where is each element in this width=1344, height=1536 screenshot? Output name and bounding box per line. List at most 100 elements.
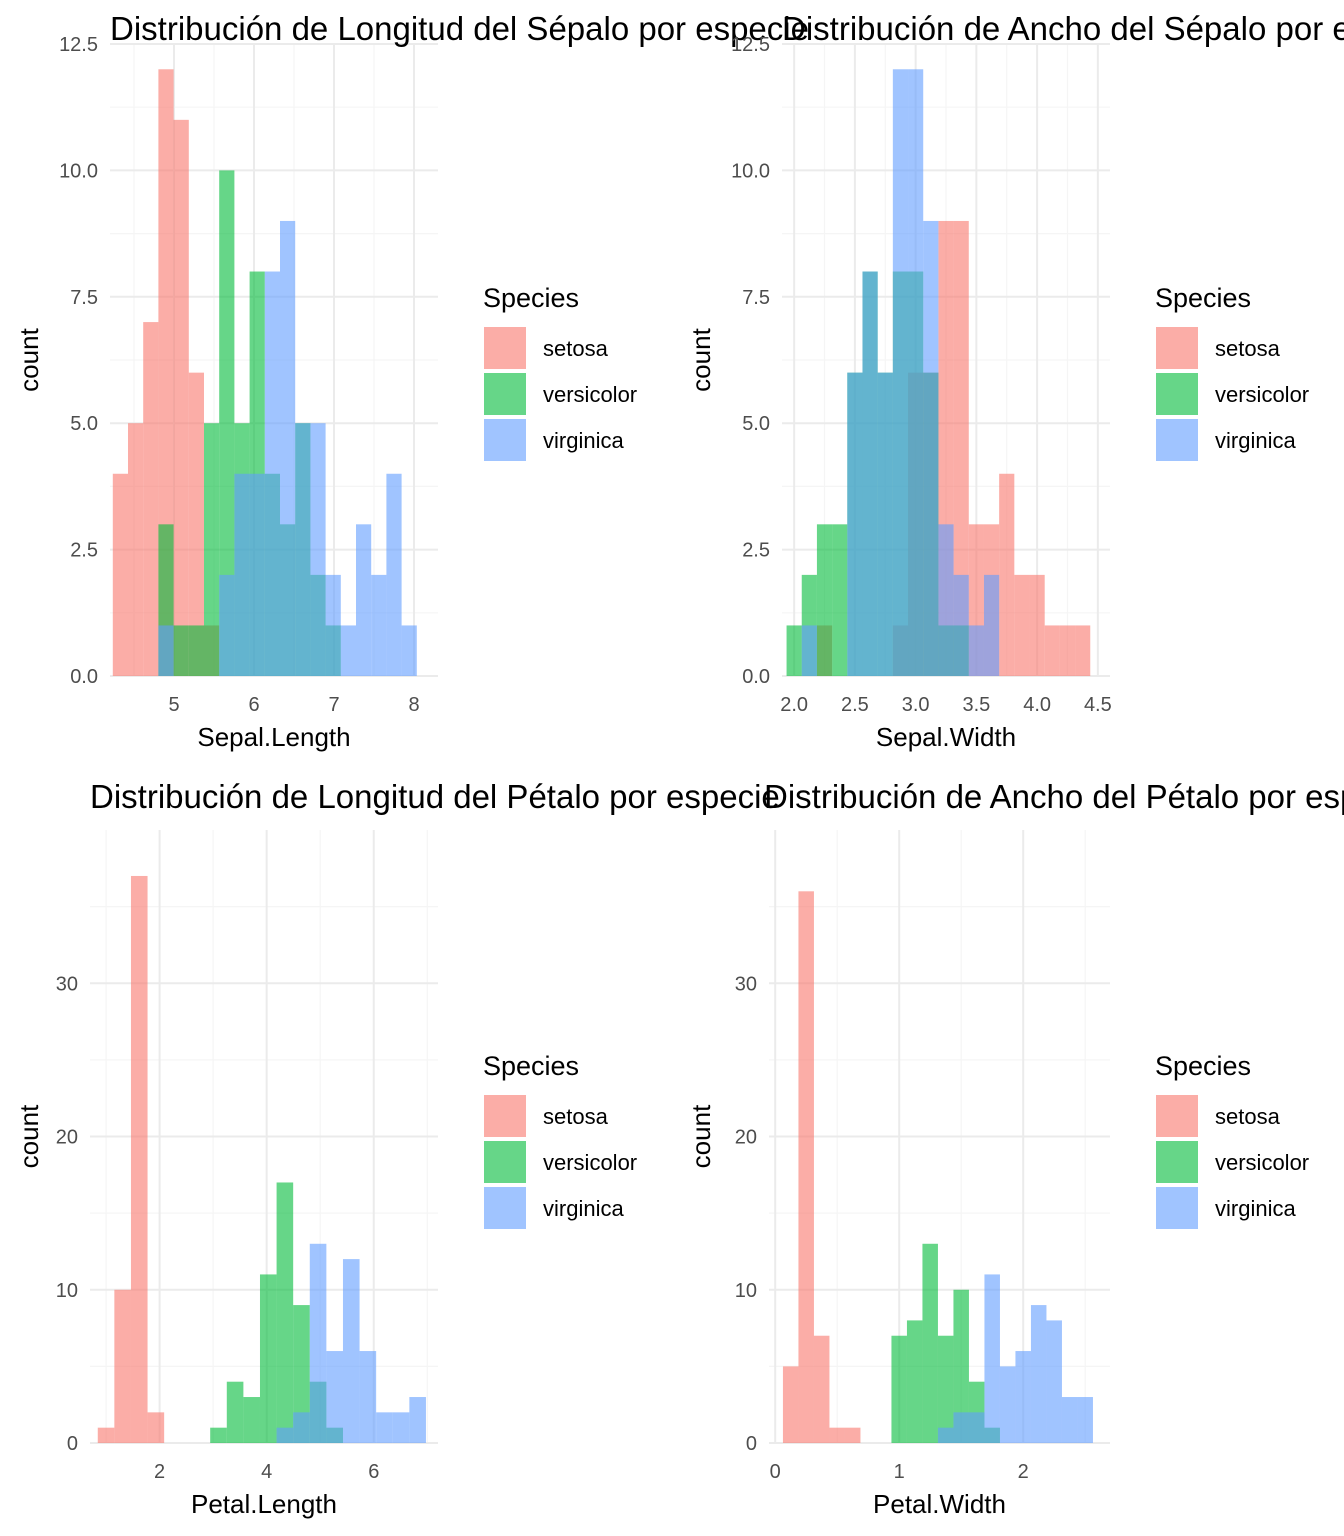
x-tick-label: 3.5 [962,694,990,716]
legend-key-setosa [484,327,526,369]
y-tick-label: 7.5 [70,287,98,309]
histogram-bar-virginica [847,372,863,676]
x-tick-label: 2.5 [841,694,869,716]
histogram-bar-virginica [325,574,341,676]
x-tick-label: 1 [894,1461,905,1483]
x-axis-title: Petal.Width [873,1489,1006,1519]
legend-key-setosa [1156,327,1198,369]
histogram-bar-versicolor [243,1397,260,1443]
histogram-bar-virginica [908,69,924,676]
x-tick-label: 7 [328,694,339,716]
y-tick-label: 0 [67,1433,78,1455]
chart-title: Distribución de Longitud del Sépalo por … [110,10,809,47]
legend-key-virginica [1156,1187,1198,1229]
legend: Species setosa versicolor virginica [1155,1051,1309,1229]
histogram-bar-virginica [953,574,969,676]
x-axis-title: Sepal.Length [197,722,350,752]
series-virginica [801,69,1000,676]
histogram-bar-versicolor [937,1335,954,1443]
histogram-bar-versicolor [219,170,235,676]
histogram-bar-virginica [293,1412,310,1443]
legend-label-setosa: setosa [543,1104,609,1129]
y-tick-label: 30 [56,973,78,995]
histogram-bar-virginica [937,1427,954,1443]
histogram-bar-setosa [130,875,148,1443]
histogram-bar-setosa [128,423,144,676]
histogram-bar-virginica [984,1274,1000,1443]
y-tick-label: 2.5 [742,540,770,562]
histogram-bar-versicolor [891,1335,907,1443]
legend-label-setosa: setosa [1215,336,1281,361]
x-tick-label: 4.0 [1023,694,1051,716]
histogram-panel-1: 5 6 7 8 0.0 2.5 5.0 7.5 10.0 12.5 Sepal.Length coun… [14,10,809,752]
legend-key-setosa [1156,1095,1198,1137]
histogram-bar-versicolor [293,1305,310,1443]
y-tick-label: 20 [56,1127,78,1149]
histogram-bar-versicolor [276,1182,294,1443]
histogram-bar-virginica [938,524,954,676]
legend-key-virginica [484,1187,526,1229]
y-tick-label: 0.0 [742,666,770,688]
chart-title: Distribución de Ancho del Sépalo por esp… [782,10,1344,47]
histogram-bar-virginica [309,1243,327,1443]
legend-label-versicolor: versicolor [1215,382,1309,407]
histogram-bar-virginica [371,574,387,676]
histogram-bar-setosa [97,1427,115,1443]
y-tick-label: 5.0 [742,413,770,435]
legend-title: Species [1155,1051,1251,1081]
histogram-bar-setosa [1075,625,1091,676]
histogram-bar-virginica [392,1412,410,1443]
y-tick-label: 0 [746,1433,757,1455]
series-setosa [112,69,220,677]
histogram-bar-setosa [1014,574,1030,676]
y-tick-label: 12.5 [59,34,98,56]
legend-key-virginica [1156,419,1198,461]
histogram-bar-virginica [234,473,250,676]
series-versicolor [891,1243,1000,1443]
histogram-bar-virginica [386,473,402,676]
histogram-bar-virginica [264,271,280,676]
legend-label-virginica: virginica [1215,1196,1296,1221]
x-tick-label: 2 [1018,1461,1029,1483]
histogram-bar-setosa [1059,625,1076,676]
y-tick-label: 7.5 [742,287,770,309]
histogram-bar-virginica [1015,1351,1031,1443]
x-axis-title: Sepal.Width [876,722,1016,752]
legend-label-versicolor: versicolor [543,382,637,407]
legend-label-versicolor: versicolor [543,1150,637,1175]
histogram-bar-versicolor [906,1320,923,1443]
histogram-panel-4: 0 1 20102030Petal.WidthcountSpeciessetosav… [686,778,1344,1519]
legend-key-virginica [484,419,526,461]
histogram-bar-virginica [249,473,265,676]
legend-label-versicolor: versicolor [1215,1150,1309,1175]
legend: Species setosa versicolor virginica [483,1051,637,1229]
y-tick-label: 2.5 [70,540,98,562]
histogram-bar-virginica [1030,1305,1047,1443]
x-tick-label: 5 [168,694,179,716]
histogram-bar-virginica [326,1351,343,1443]
histogram-bar-virginica [158,625,174,676]
histogram-bar-setosa [813,1335,830,1443]
histogram-bar-virginica [356,524,372,676]
x-tick-label: 2 [154,1461,165,1483]
histogram-bar-virginica [310,423,326,676]
y-tick-label: 12.5 [731,34,770,56]
histogram-bar-virginica [968,625,984,676]
chart-title: Distribución de Ancho del Pétalo por esp… [764,778,1344,815]
histogram-bar-setosa [112,473,128,676]
histogram-bar-virginica [1077,1397,1093,1443]
histogram-bar-virginica [999,1366,1016,1443]
histogram-bar-versicolor [922,1243,938,1443]
chart-title: Distribución de Longitud del Pétalo por … [90,778,780,815]
y-tick-label: 10.0 [59,160,98,182]
histogram-bar-virginica [1046,1320,1062,1443]
histogram-bar-setosa [147,1412,165,1443]
histogram-panel-3: 2 4 6 0 10 20 30 Petal.Length count Species setosa… [14,778,780,1519]
legend-key-versicolor [1156,1141,1198,1183]
series-setosa [782,891,861,1443]
y-tick-label: 20 [735,1127,757,1149]
histogram-bar-setosa [158,69,174,676]
histogram-bar-setosa [999,473,1015,676]
histogram-bar-versicolor [832,524,848,676]
